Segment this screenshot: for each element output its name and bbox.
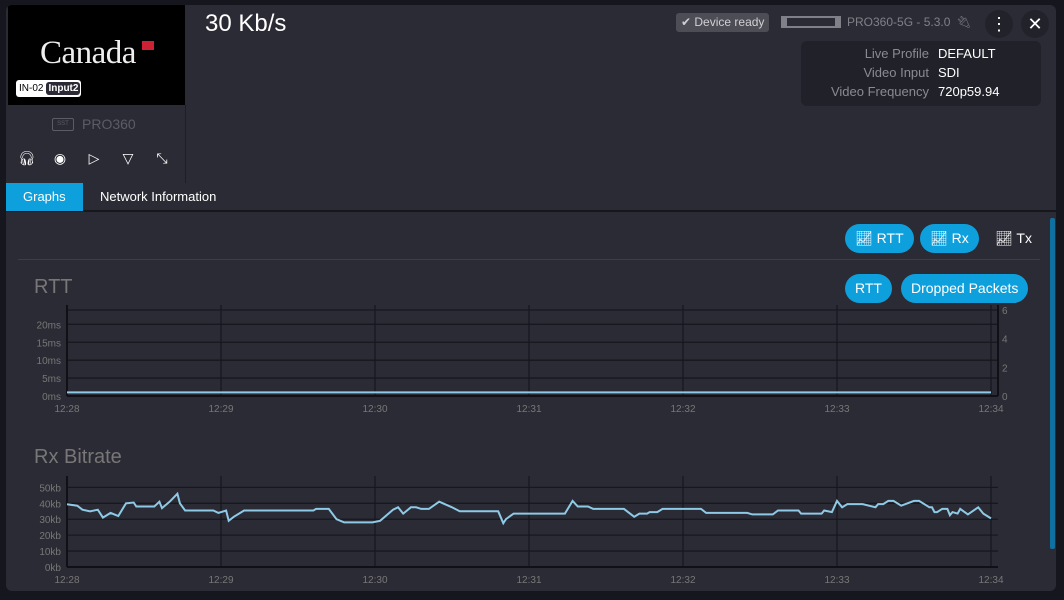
info-panel: Live Profile DEFAULT Video Input SDI Video… bbox=[801, 41, 1041, 106]
y-tick-label: 0ms bbox=[42, 392, 61, 403]
graphs-panel: 📈︎ RTT 📈︎ Rx 📈︎ Tx RTT RTT Dropped Packe… bbox=[6, 214, 1056, 591]
device-icon bbox=[781, 16, 841, 28]
flag-icon bbox=[142, 41, 154, 50]
plug-icon: 🔌︎ bbox=[956, 15, 972, 29]
toggle-label: Rx bbox=[951, 230, 969, 246]
chart-icon: 📈︎ bbox=[855, 230, 873, 246]
stream-window: Canada IN-02 Input2 SST PRO360 🎧︎ ◉ ▷ ▽ ⤡ … bbox=[6, 5, 1056, 591]
input-badge: IN-02 Input2 bbox=[16, 80, 82, 97]
status-text: Device ready bbox=[694, 15, 765, 29]
video-thumbnail[interactable]: Canada IN-02 Input2 bbox=[8, 5, 185, 105]
y-tick-label: 5ms bbox=[42, 374, 61, 385]
divider bbox=[18, 259, 1040, 260]
device-panel: SST PRO360 🎧︎ ◉ ▷ ▽ ⤡ bbox=[6, 105, 186, 183]
device-name-label: PRO360 bbox=[82, 116, 136, 132]
y-tick-label: 0kb bbox=[45, 563, 62, 574]
info-label: Video Frequency bbox=[830, 84, 929, 99]
tab-network-information[interactable]: Network Information bbox=[100, 189, 217, 204]
close-button[interactable]: ✕ bbox=[1021, 10, 1049, 38]
chart-icon: 📈︎ bbox=[995, 230, 1013, 246]
canada-logo: Canada bbox=[40, 35, 136, 71]
toggle-rx-graph[interactable]: 📈︎ Rx bbox=[920, 224, 979, 253]
input-id: IN-02 bbox=[19, 83, 44, 94]
toggle-label: RTT bbox=[876, 230, 904, 246]
tab-graphs[interactable]: Graphs bbox=[6, 183, 83, 211]
x-tick-label: 12:31 bbox=[516, 575, 541, 586]
rx-chart-title: Rx Bitrate bbox=[34, 446, 122, 468]
info-label: Video Input bbox=[863, 65, 929, 80]
play-icon[interactable]: ▷ bbox=[88, 150, 100, 166]
y2-tick-label: 4 bbox=[1002, 335, 1008, 346]
dropped-packets-series-button[interactable]: Dropped Packets bbox=[901, 274, 1029, 303]
y2-tick-label: 2 bbox=[1002, 363, 1008, 374]
x-tick-label: 12:32 bbox=[670, 575, 695, 586]
toggle-label: Tx bbox=[1016, 230, 1032, 246]
y-tick-label: 50kb bbox=[39, 483, 61, 494]
x-tick-label: 12:34 bbox=[978, 575, 1003, 586]
tab-bar: Graphs Network Information bbox=[6, 183, 1056, 212]
info-value: DEFAULT bbox=[938, 46, 996, 61]
info-label: Live Profile bbox=[864, 46, 929, 61]
y-tick-label: 20kb bbox=[39, 531, 61, 542]
more-menu-button[interactable]: ⋮ bbox=[985, 10, 1013, 38]
camera-icon: SST bbox=[52, 117, 74, 131]
collapse-icon[interactable]: ⤡ bbox=[156, 150, 168, 166]
check-icon: ✔ bbox=[681, 15, 695, 29]
y-tick-label: 20ms bbox=[37, 320, 61, 331]
y2-tick-label: 0 bbox=[1002, 392, 1008, 403]
x-tick-label: 12:28 bbox=[54, 404, 79, 415]
y-tick-label: 10kb bbox=[39, 547, 61, 558]
scrollbar[interactable] bbox=[1050, 218, 1055, 549]
record-icon[interactable]: ◉ bbox=[53, 150, 67, 166]
x-tick-label: 12:34 bbox=[978, 404, 1003, 415]
rtt-series-button[interactable]: RTT bbox=[845, 274, 892, 303]
model-text: PRO360-5G - 5.3.0 bbox=[847, 15, 951, 29]
info-value: 720p59.94 bbox=[938, 84, 1000, 99]
x-tick-label: 12:31 bbox=[516, 404, 541, 415]
input-name: Input2 bbox=[46, 82, 81, 95]
toggle-rtt-graph[interactable]: 📈︎ RTT bbox=[845, 224, 914, 253]
x-tick-label: 12:30 bbox=[362, 404, 387, 415]
x-tick-label: 12:29 bbox=[208, 575, 233, 586]
y-tick-label: 15ms bbox=[37, 338, 61, 349]
x-tick-label: 12:30 bbox=[362, 575, 387, 586]
x-tick-label: 12:33 bbox=[824, 404, 849, 415]
x-tick-label: 12:33 bbox=[824, 575, 849, 586]
headphones-icon[interactable]: 🎧︎ bbox=[18, 150, 36, 166]
device-name: SST PRO360 bbox=[52, 116, 136, 132]
status-badge: ✔ Device ready bbox=[676, 13, 770, 32]
y-tick-label: 30kb bbox=[39, 515, 61, 526]
rtt-chart-title: RTT bbox=[34, 276, 73, 298]
x-tick-label: 12:28 bbox=[54, 575, 79, 586]
series-line bbox=[66, 491, 992, 526]
bitrate-readout: 30 Kb/s bbox=[205, 10, 287, 37]
x-tick-label: 12:29 bbox=[208, 404, 233, 415]
chart-icon: 📈︎ bbox=[930, 230, 948, 246]
y-tick-label: 40kb bbox=[39, 499, 61, 510]
y2-tick-label: 6 bbox=[1002, 306, 1008, 317]
y-tick-label: 10ms bbox=[37, 356, 61, 367]
dropdown-icon[interactable]: ▽ bbox=[122, 150, 134, 166]
info-value: SDI bbox=[938, 65, 960, 80]
device-model: PRO360-5G - 5.3.0 🔌︎ bbox=[781, 15, 972, 29]
x-tick-label: 12:32 bbox=[670, 404, 695, 415]
toggle-tx-graph[interactable]: 📈︎ Tx bbox=[985, 224, 1042, 253]
